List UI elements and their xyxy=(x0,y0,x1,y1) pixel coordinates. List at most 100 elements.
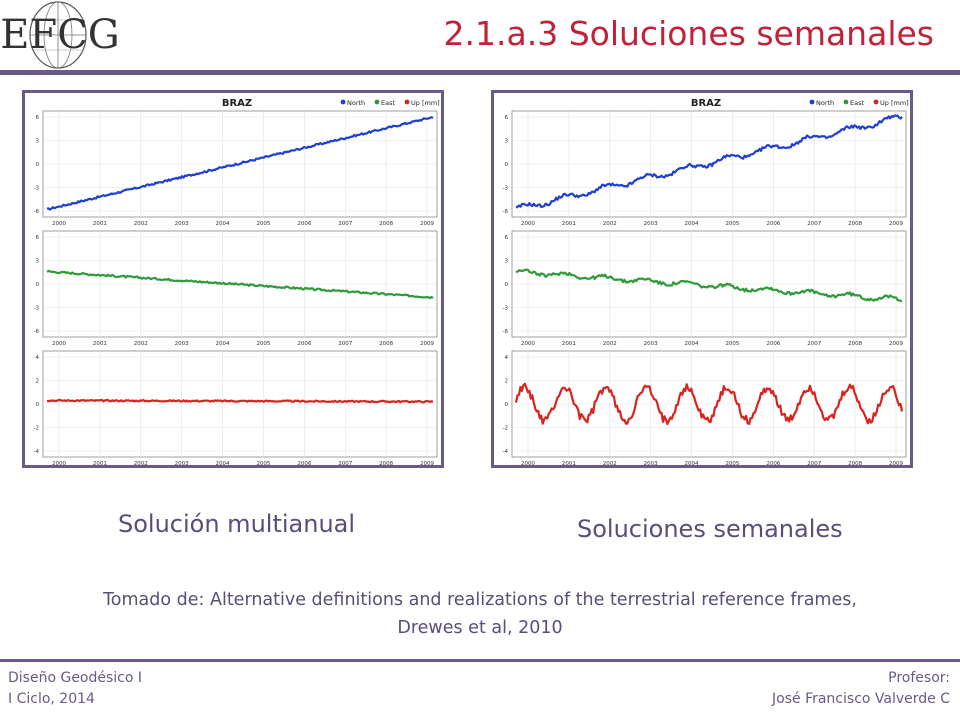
x-tick-label: 2007 xyxy=(338,221,352,227)
x-tick-label: 2002 xyxy=(603,221,617,227)
y-tick-label: 6 xyxy=(36,235,40,241)
footer-professor: Profesor: José Francisco Valverde C xyxy=(772,668,950,710)
professor-name: José Francisco Valverde C xyxy=(772,691,950,707)
caption-multianual: Solución multianual xyxy=(118,510,356,538)
y-tick-label: 0 xyxy=(505,282,509,288)
legend-marker xyxy=(404,99,410,105)
figure-semanal: BRAZ North East Up [mm] 6 3 0 -3 -6 2000 2001 2002 2… xyxy=(491,90,913,468)
chart-title: BRAZ xyxy=(691,98,721,109)
x-tick-label: 2007 xyxy=(338,461,352,465)
x-tick-label: 2003 xyxy=(175,221,189,227)
x-tick-label: 2005 xyxy=(256,461,270,465)
x-tick-label: 2002 xyxy=(603,461,617,465)
legend-entry: North xyxy=(347,99,365,107)
y-tick-label: -3 xyxy=(34,306,40,312)
y-tick-label: 0 xyxy=(36,162,40,168)
caption-semanal: Soluciones semanales xyxy=(577,515,843,543)
y-tick-label: 6 xyxy=(36,115,40,121)
x-tick-label: 2009 xyxy=(889,341,903,347)
x-tick-label: 2001 xyxy=(93,461,107,465)
series-line-up xyxy=(514,382,904,426)
x-tick-label: 2004 xyxy=(216,341,230,347)
x-tick-label: 2004 xyxy=(216,221,230,227)
x-tick-label: 2009 xyxy=(889,221,903,227)
x-tick-label: 2007 xyxy=(338,341,352,347)
x-tick-label: 2000 xyxy=(521,341,535,347)
x-tick-label: 2009 xyxy=(420,461,434,465)
legend-marker xyxy=(843,99,849,105)
x-tick-label: 2008 xyxy=(848,221,862,227)
slide-title: 2.1.a.3 Soluciones semanales xyxy=(443,14,934,53)
legend-entry: North xyxy=(816,99,834,107)
x-tick-label: 2000 xyxy=(521,461,535,465)
x-tick-label: 2006 xyxy=(766,221,780,227)
x-tick-label: 2005 xyxy=(725,221,739,227)
y-tick-label: -6 xyxy=(34,209,40,215)
y-tick-label: 6 xyxy=(505,115,509,121)
x-tick-label: 2007 xyxy=(807,341,821,347)
source-line-1: Tomado de: Alternative definitions and r… xyxy=(103,590,857,610)
legend-marker xyxy=(809,99,815,105)
source-line-2: Drewes et al, 2010 xyxy=(397,618,563,638)
x-tick-label: 2004 xyxy=(216,461,230,465)
y-tick-label: 0 xyxy=(505,402,509,408)
x-tick-label: 2008 xyxy=(848,461,862,465)
course-term: I Ciclo, 2014 xyxy=(8,691,95,707)
legend-entry: East xyxy=(381,99,395,107)
y-tick-label: -2 xyxy=(503,426,508,432)
x-tick-label: 2002 xyxy=(134,221,148,227)
x-tick-label: 2008 xyxy=(848,341,862,347)
y-tick-label: 0 xyxy=(505,162,509,168)
x-tick-label: 2001 xyxy=(562,221,576,227)
logo-text: EFCG xyxy=(0,12,120,58)
x-tick-label: 2009 xyxy=(889,461,903,465)
globe-logo-icon xyxy=(29,1,87,69)
x-tick-label: 2001 xyxy=(562,461,576,465)
footer-course: Diseño Geodésico I I Ciclo, 2014 xyxy=(8,668,142,710)
x-tick-label: 2007 xyxy=(807,461,821,465)
y-tick-label: -3 xyxy=(34,186,40,192)
x-tick-label: 2004 xyxy=(685,221,699,227)
x-tick-label: 2009 xyxy=(420,341,434,347)
y-tick-label: -3 xyxy=(503,186,509,192)
professor-label: Profesor: xyxy=(888,670,950,686)
x-tick-label: 2005 xyxy=(256,341,270,347)
x-tick-label: 2003 xyxy=(644,461,658,465)
chart-title: BRAZ xyxy=(222,98,252,109)
y-tick-label: -6 xyxy=(503,329,509,335)
x-tick-label: 2000 xyxy=(52,461,66,465)
y-tick-label: 0 xyxy=(36,402,40,408)
x-tick-label: 2003 xyxy=(644,221,658,227)
legend-entry: Up [mm] xyxy=(880,99,909,107)
course-name: Diseño Geodésico I xyxy=(8,670,143,686)
x-tick-label: 2006 xyxy=(297,341,311,347)
x-tick-label: 2005 xyxy=(725,461,739,465)
legend-entry: East xyxy=(850,99,864,107)
x-tick-label: 2006 xyxy=(766,461,780,465)
x-tick-label: 2001 xyxy=(93,221,107,227)
x-tick-label: 2004 xyxy=(685,461,699,465)
y-tick-label: -2 xyxy=(34,426,39,432)
y-tick-label: -4 xyxy=(503,449,509,455)
y-tick-label: 4 xyxy=(36,355,40,361)
figure-multianual: BRAZ North East Up [mm] 6 3 0 -3 -6 2000 2001 2002 2… xyxy=(22,90,444,468)
x-tick-label: 2002 xyxy=(134,461,148,465)
x-tick-label: 2008 xyxy=(379,461,393,465)
x-tick-label: 2003 xyxy=(644,341,658,347)
legend-marker xyxy=(340,99,346,105)
y-tick-label: 6 xyxy=(505,235,509,241)
legend-entry: Up [mm] xyxy=(411,99,440,107)
series-line-up xyxy=(46,398,434,404)
y-tick-label: -6 xyxy=(503,209,509,215)
x-tick-label: 2006 xyxy=(297,221,311,227)
source-citation: Tomado de: Alternative definitions and r… xyxy=(40,586,920,642)
y-tick-label: 2 xyxy=(505,379,509,385)
y-tick-label: 0 xyxy=(36,282,40,288)
x-tick-label: 2005 xyxy=(725,341,739,347)
y-tick-label: 4 xyxy=(505,355,509,361)
x-tick-label: 2002 xyxy=(134,341,148,347)
x-tick-label: 2009 xyxy=(420,221,434,227)
x-tick-label: 2000 xyxy=(521,221,535,227)
y-tick-label: -4 xyxy=(34,449,40,455)
x-tick-label: 2008 xyxy=(379,221,393,227)
